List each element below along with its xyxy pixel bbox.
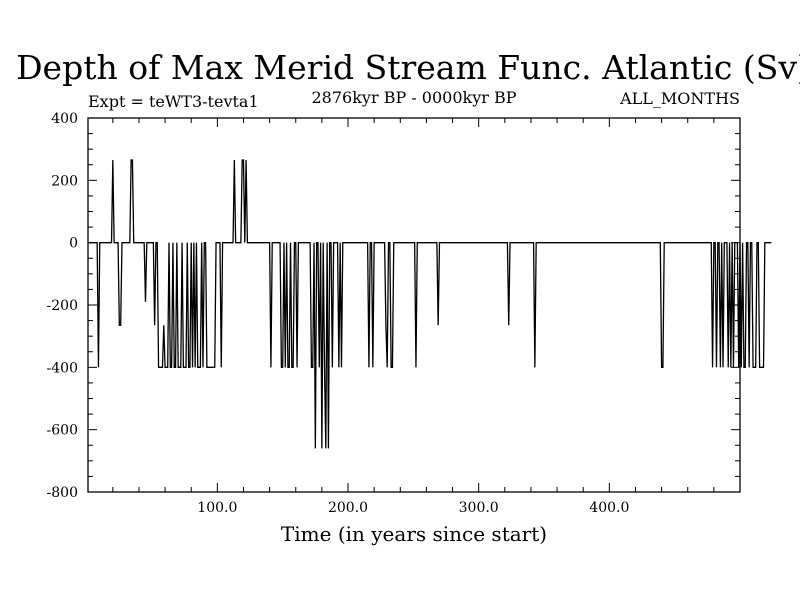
y-tick-label: -200 [47,298,78,314]
y-tick-label: 200 [51,173,78,189]
y-tick-label: -800 [47,485,78,501]
y-tick-label: -400 [47,360,78,376]
y-tick-label: -600 [47,423,78,439]
y-tick-label: 400 [51,111,78,127]
x-tick-label: 100.0 [197,500,237,516]
axis-ticks [88,117,740,493]
months-label: ALL_MONTHS [619,89,740,108]
x-tick-label: 400.0 [589,500,629,516]
x-tick-label: 300.0 [459,500,499,516]
x-axis-label: Time (in years since start) [281,522,547,546]
y-axis-tick-labels: 400 200 0 -200 -400 -600 -800 [47,111,78,501]
chart-title: Depth of Max Merid Stream Func. Atlantic… [16,48,800,87]
time-range-label: 2876kyr BP - 0000kyr BP [312,88,517,107]
experiment-label: Expt = teWT3-tevta1 [88,92,259,111]
y-tick-label: 0 [69,236,78,252]
plot-frame [87,117,741,493]
x-tick-label: 200.0 [328,500,368,516]
x-axis-tick-labels: 100.0 200.0 300.0 400.0 [197,500,629,516]
series-line [88,159,772,449]
